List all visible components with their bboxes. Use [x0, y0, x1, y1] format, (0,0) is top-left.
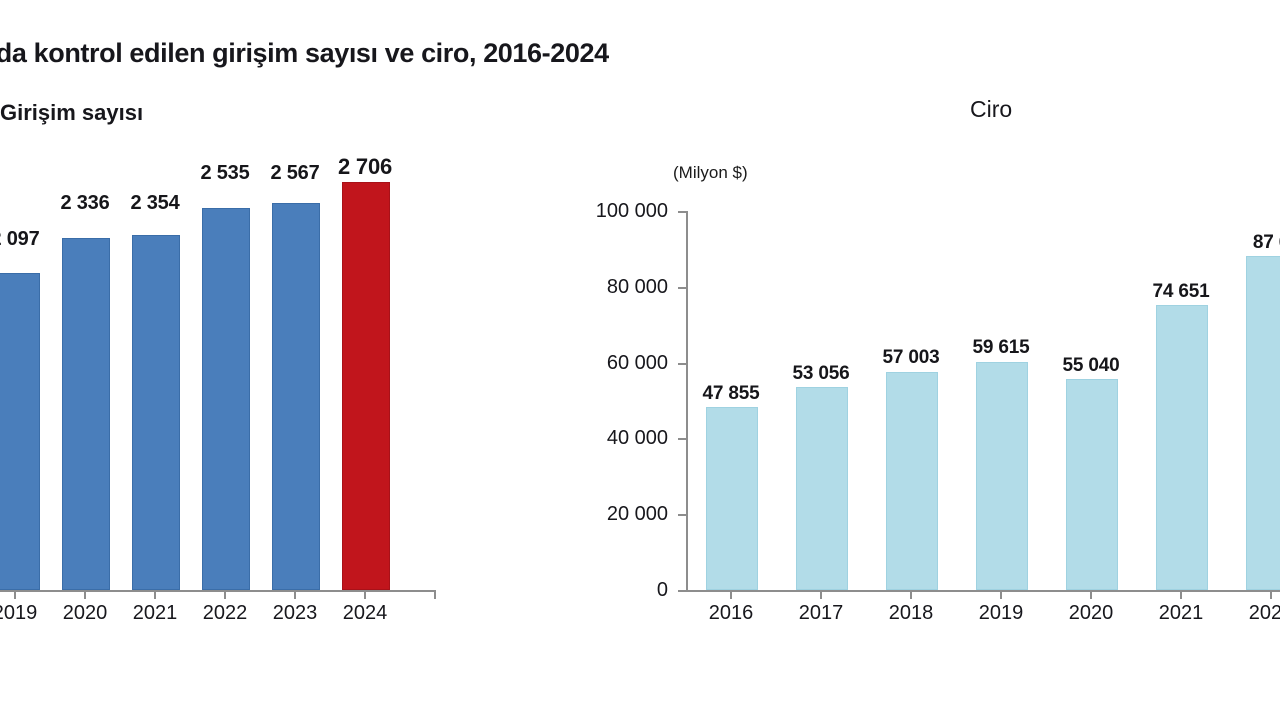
bar-label-2020: 2 336: [60, 192, 110, 214]
right-x-tick-2019: [1000, 592, 1002, 599]
left-x-tick-2022: [224, 592, 226, 599]
bar-ciro-2017[interactable]: [796, 387, 848, 590]
bar-2019[interactable]: [0, 273, 40, 590]
bar-2020[interactable]: [62, 238, 110, 590]
right-x-label-2017: 2017: [798, 602, 844, 624]
chart-panel-ciro: Ciro (Milyon $) 100 000 80 000 60 000 40…: [560, 0, 1280, 720]
right-x-label-2016: 2016: [708, 602, 754, 624]
right-x-tick-2020: [1090, 592, 1092, 599]
bar-ciro-2019[interactable]: [976, 362, 1028, 590]
right-x-label-2021: 2021: [1158, 602, 1204, 624]
right-y-tick-100000: [678, 211, 686, 213]
right-chart-title: Ciro: [970, 96, 1013, 122]
right-x-label-2020: 2020: [1068, 602, 1114, 624]
chart-panel-girisim-sayisi: Girişim sayısı 2 097 2 336 2 354 2 535 2…: [0, 0, 448, 720]
left-x-tick-2023: [294, 592, 296, 599]
right-y-tick-60000: [678, 362, 686, 365]
bar-label-2021: 2 354: [130, 192, 180, 214]
left-x-axis: [0, 590, 436, 592]
bar-label-ciro-2020: 55 040: [1062, 355, 1120, 376]
right-y-label-80000: 80 000: [606, 276, 668, 298]
bar-2024[interactable]: [342, 182, 390, 590]
left-x-label-2023: 2023: [272, 602, 318, 624]
bar-label-2024: 2 706: [337, 154, 393, 179]
right-y-label-100000: 100 000: [595, 200, 668, 222]
bar-label-ciro-2017: 53 056: [792, 363, 850, 384]
bar-ciro-2021[interactable]: [1156, 305, 1208, 590]
right-y-tick-0: [678, 590, 686, 592]
right-x-axis: [686, 590, 1280, 592]
bar-2023[interactable]: [272, 203, 320, 590]
left-x-label-2021: 2021: [132, 602, 178, 624]
right-y-label-40000: 40 000: [606, 427, 668, 449]
bar-2021[interactable]: [132, 235, 180, 590]
left-x-tick-end: [434, 592, 436, 599]
right-x-tick-2021: [1180, 592, 1182, 599]
figure-title: şında kontrol edilen girişim sayısı ve c…: [0, 38, 609, 68]
left-x-tick-2019: [14, 592, 16, 599]
bar-label-ciro-2019: 59 615: [972, 337, 1030, 358]
bar-2022[interactable]: [202, 208, 250, 590]
left-x-tick-2024: [364, 592, 366, 599]
left-x-label-2022: 2022: [202, 602, 248, 624]
bar-label-ciro-2016: 47 855: [702, 383, 760, 404]
bar-ciro-2018[interactable]: [886, 372, 938, 590]
right-x-tick-2022: [1270, 592, 1272, 599]
right-x-label-2019: 2019: [978, 602, 1024, 624]
bar-label-ciro-2021: 74 651: [1152, 281, 1210, 302]
left-x-label-2019: 2019: [0, 602, 38, 624]
right-y-tick-80000: [678, 286, 686, 289]
bar-ciro-2022[interactable]: [1246, 256, 1280, 590]
right-y-label-0: 0: [656, 579, 668, 601]
right-chart-unit-label: (Milyon $): [673, 163, 748, 182]
right-y-axis: [686, 211, 688, 590]
left-plot-area: 2 097 2 336 2 354 2 535 2 567 2 706 2019…: [0, 140, 436, 624]
right-y-label-60000: 60 000: [606, 352, 668, 374]
left-x-tick-2021: [154, 592, 156, 599]
bar-ciro-2016[interactable]: [706, 407, 758, 590]
bar-label-ciro-2018: 57 003: [882, 347, 940, 368]
right-y-tick-40000: [678, 438, 686, 441]
left-x-label-2024: 2024: [342, 602, 388, 624]
right-x-tick-2016: [730, 592, 732, 599]
bar-label-2022: 2 535: [200, 162, 250, 184]
bar-label-2019: 2 097: [0, 228, 40, 250]
right-x-label-2022: 2022: [1248, 602, 1280, 624]
bar-ciro-2020[interactable]: [1066, 379, 1118, 590]
left-x-label-2020: 2020: [62, 602, 108, 624]
left-x-tick-2020: [84, 592, 86, 599]
bar-label-2023: 2 567: [270, 162, 320, 184]
right-x-tick-2018: [910, 592, 912, 599]
bar-label-ciro-2022: 87 6: [1252, 232, 1280, 253]
left-chart-title: Girişim sayısı: [0, 100, 144, 125]
right-y-label-20000: 20 000: [606, 503, 668, 525]
right-x-tick-2017: [820, 592, 822, 599]
right-x-label-2018: 2018: [888, 602, 934, 624]
right-y-tick-20000: [678, 514, 686, 517]
right-plot-area: 100 000 80 000 60 000 40 000 20 000 0 47…: [596, 200, 1280, 624]
